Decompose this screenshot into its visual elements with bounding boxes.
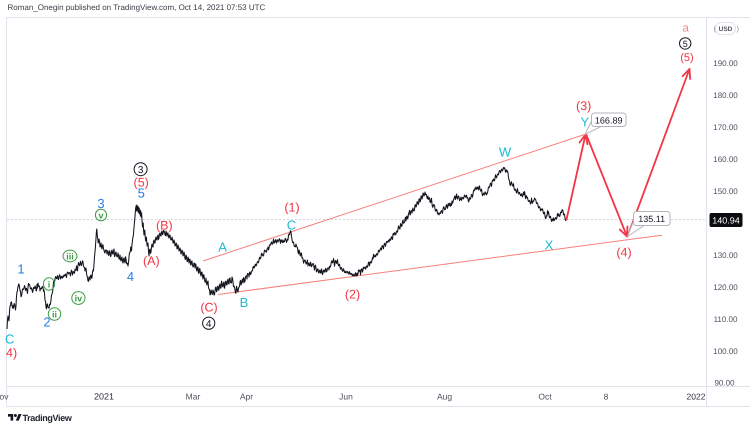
svg-text:140.94: 140.94 [712, 215, 740, 225]
svg-text:3: 3 [97, 196, 104, 211]
svg-text:166.89: 166.89 [595, 115, 623, 125]
svg-text:C: C [5, 332, 14, 347]
svg-text:4: 4 [206, 319, 212, 330]
svg-text:110.00: 110.00 [714, 315, 738, 324]
svg-text:135.11: 135.11 [638, 214, 665, 224]
svg-text:X: X [545, 238, 554, 253]
svg-text:3: 3 [138, 165, 144, 176]
svg-text:Aug: Aug [437, 391, 452, 401]
svg-text:W: W [499, 145, 512, 160]
svg-text:Roman_Onegin published on Trad: Roman_Onegin published on TradingView.co… [8, 3, 266, 12]
svg-text:USD: USD [719, 26, 733, 33]
svg-text:2: 2 [43, 315, 50, 330]
svg-text:Mar: Mar [186, 391, 201, 401]
svg-text:100.00: 100.00 [713, 347, 738, 356]
svg-text:5: 5 [138, 186, 145, 201]
svg-text:2021: 2021 [94, 391, 114, 401]
svg-text:ov: ov [0, 391, 9, 401]
svg-text:4: 4 [127, 269, 134, 284]
svg-text:2022: 2022 [687, 391, 706, 401]
svg-text:180.00: 180.00 [713, 91, 738, 100]
svg-text:4): 4) [6, 346, 17, 360]
svg-text:90.00: 90.00 [714, 379, 735, 388]
svg-text:130.00: 130.00 [713, 251, 738, 260]
svg-text:(5): (5) [134, 176, 149, 190]
svg-text:(2): (2) [345, 288, 360, 302]
svg-text:TradingView: TradingView [23, 413, 73, 423]
svg-text:170.00: 170.00 [713, 123, 738, 132]
svg-text:(C): (C) [200, 301, 217, 315]
svg-text:(4): (4) [616, 246, 631, 260]
svg-text:Jun: Jun [339, 391, 353, 401]
svg-text:150.00: 150.00 [713, 187, 738, 196]
svg-text:5: 5 [683, 39, 688, 49]
svg-text:(3): (3) [576, 99, 591, 113]
svg-text:120.00: 120.00 [713, 283, 738, 292]
svg-text:Y: Y [580, 115, 589, 130]
svg-text:): ) [737, 24, 740, 33]
svg-text:A: A [218, 240, 227, 255]
svg-text:(A): (A) [143, 254, 160, 268]
svg-text:(B): (B) [156, 219, 173, 233]
svg-text:1: 1 [17, 262, 24, 277]
svg-text:190.00: 190.00 [713, 59, 738, 68]
svg-text:Apr: Apr [240, 391, 253, 401]
svg-text:iv: iv [75, 293, 83, 303]
svg-text:C: C [287, 218, 296, 233]
svg-text:a: a [682, 23, 689, 35]
svg-text:B: B [240, 295, 249, 310]
svg-text:iii: iii [66, 251, 74, 261]
svg-text:v: v [98, 210, 103, 220]
svg-text:(5): (5) [680, 52, 693, 64]
svg-text:ii: ii [52, 309, 57, 319]
svg-text:Oct: Oct [538, 391, 552, 401]
svg-text:160.00: 160.00 [713, 155, 738, 164]
svg-text:i: i [48, 279, 51, 289]
svg-text:8: 8 [604, 391, 609, 401]
svg-text:(1): (1) [284, 201, 299, 215]
